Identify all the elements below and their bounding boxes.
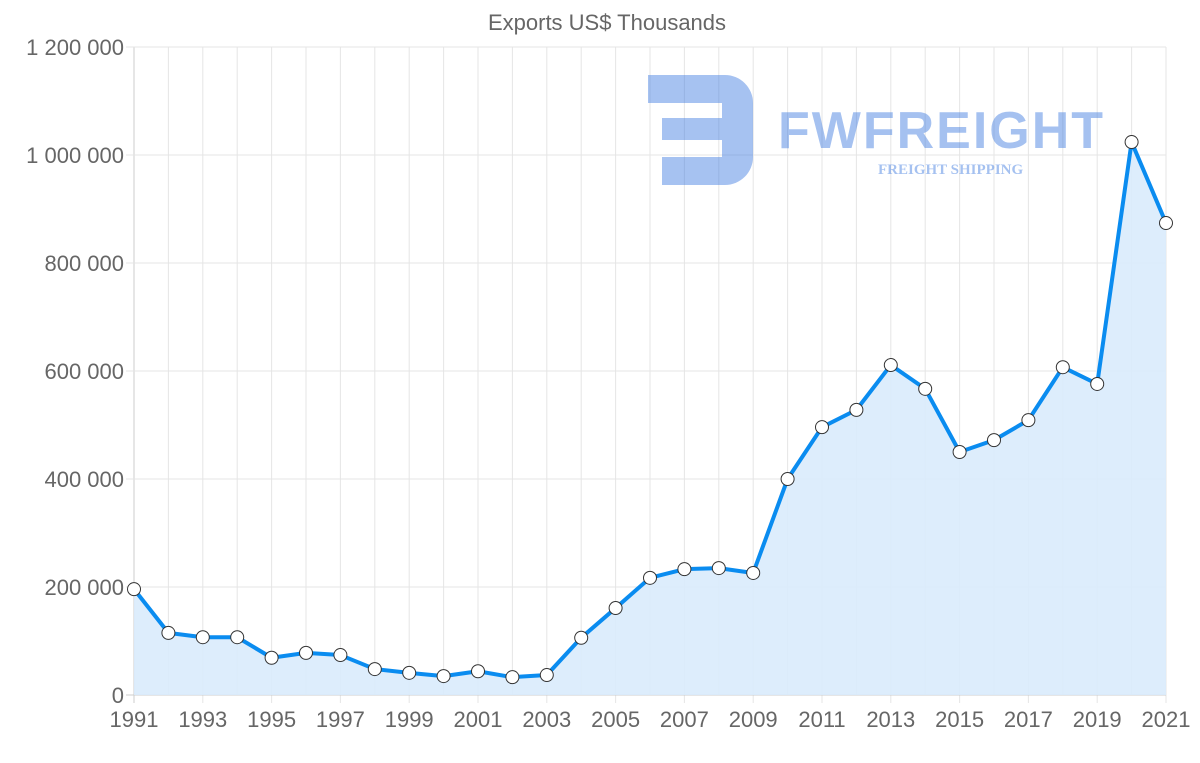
data-point[interactable] <box>161 625 176 640</box>
data-point[interactable] <box>643 570 657 585</box>
data-point[interactable] <box>299 645 313 660</box>
y-tick-label: 200 000 <box>44 575 124 600</box>
data-point[interactable] <box>952 445 967 459</box>
svg-text:FREIGHT SHIPPING: FREIGHT SHIPPING <box>878 162 1023 178</box>
data-point[interactable] <box>195 630 210 645</box>
svg-text:FWFREIGHT: FWFREIGHT <box>778 102 1105 160</box>
data-point[interactable] <box>746 565 761 580</box>
x-tick-label: 2011 <box>798 707 845 732</box>
x-tick-label: 2007 <box>660 707 709 732</box>
data-point[interactable] <box>1021 413 1036 428</box>
data-point[interactable] <box>436 669 451 684</box>
x-tick-label: 1991 <box>110 707 159 732</box>
x-tick-label: 1993 <box>178 707 227 732</box>
y-tick-label: 0 <box>112 683 124 708</box>
x-tick-label: 1997 <box>316 707 365 732</box>
data-point[interactable] <box>677 562 692 577</box>
x-tick-label: 2017 <box>1004 707 1053 732</box>
data-point[interactable] <box>230 630 245 645</box>
data-point[interactable] <box>264 650 279 665</box>
data-point[interactable] <box>1159 216 1173 231</box>
x-tick-label: 1999 <box>385 707 434 732</box>
data-point[interactable] <box>608 601 623 616</box>
x-tick-label: 2019 <box>1073 707 1122 732</box>
data-point[interactable] <box>367 662 382 677</box>
data-point[interactable] <box>1124 135 1139 150</box>
data-point[interactable] <box>505 670 520 685</box>
x-tick-label: 2009 <box>729 707 778 732</box>
data-point[interactable] <box>1090 376 1105 391</box>
x-tick-label: 2015 <box>935 707 984 732</box>
chart-title: Exports US$ Thousands <box>488 10 726 35</box>
data-point[interactable] <box>918 381 933 396</box>
data-point[interactable] <box>402 665 417 680</box>
data-point[interactable] <box>883 358 898 373</box>
x-tick-label: 2005 <box>591 707 640 732</box>
y-tick-label: 1 000 000 <box>26 143 124 168</box>
x-tick-label: 2021 <box>1142 707 1191 732</box>
data-point[interactable] <box>815 420 829 435</box>
y-tick-label: 1 200 000 <box>26 35 124 60</box>
data-point[interactable] <box>987 433 1001 448</box>
data-point[interactable] <box>471 664 485 679</box>
y-tick-label: 800 000 <box>44 251 124 276</box>
data-point[interactable] <box>711 561 726 576</box>
data-point[interactable] <box>574 630 589 645</box>
data-point[interactable] <box>539 668 554 683</box>
x-tick-label: 2001 <box>454 707 503 732</box>
watermark-logo: FWFREIGHT FREIGHT SHIPPING <box>648 75 1105 185</box>
data-point[interactable] <box>780 472 795 486</box>
data-point[interactable] <box>127 582 141 597</box>
data-point[interactable] <box>849 402 864 417</box>
data-point[interactable] <box>333 648 348 663</box>
x-tick-label: 2003 <box>522 707 571 732</box>
data-point[interactable] <box>1055 360 1070 375</box>
x-tick-label: 2013 <box>866 707 915 732</box>
y-tick-label: 600 000 <box>44 359 124 384</box>
x-tick-label: 1995 <box>247 707 296 732</box>
area-fill <box>134 142 1166 696</box>
y-tick-label: 400 000 <box>44 467 124 492</box>
